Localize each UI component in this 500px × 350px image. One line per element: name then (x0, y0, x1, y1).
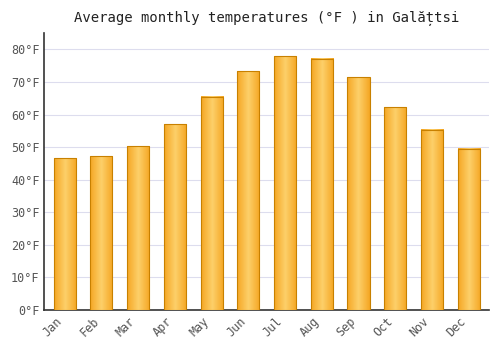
Bar (90, 156, 112, 310)
Bar (54, 159, 76, 310)
Bar (164, 124, 186, 310)
Bar (421, 130, 443, 310)
Bar (238, 71, 260, 310)
Bar (274, 56, 296, 310)
Bar (348, 77, 370, 310)
Bar (384, 107, 406, 310)
Title: Average monthly temperatures (°F ) in Galățtsi: Average monthly temperatures (°F ) in Ga… (74, 11, 460, 26)
Bar (200, 97, 222, 310)
Bar (127, 146, 149, 310)
Bar (311, 58, 333, 310)
Bar (458, 149, 479, 310)
